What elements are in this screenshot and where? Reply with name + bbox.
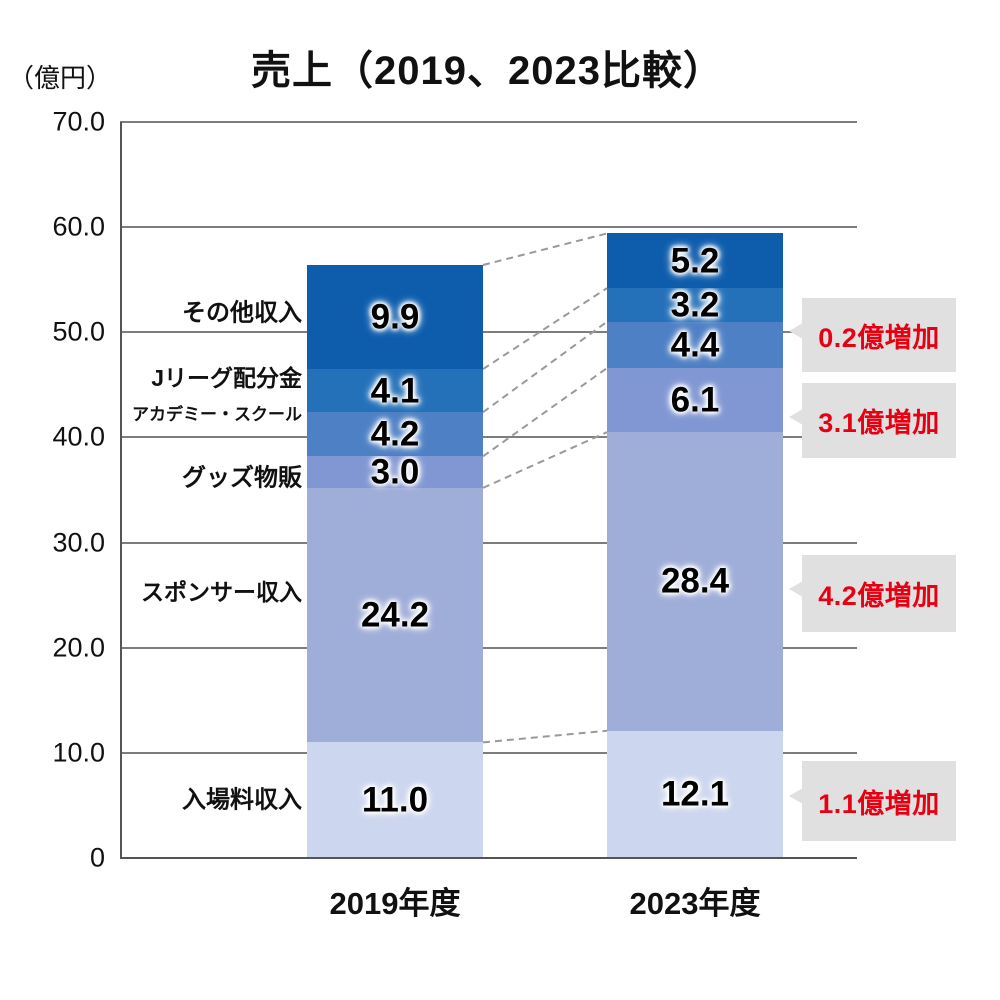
bar-value-label: 5.2 bbox=[670, 241, 720, 281]
annotation-text: 0.2億増加 bbox=[818, 322, 940, 353]
dashed-connector bbox=[482, 729, 608, 744]
gridline bbox=[120, 751, 857, 754]
gridline bbox=[120, 331, 857, 334]
annotation-text: 4.2億増加 bbox=[818, 581, 940, 611]
gridline bbox=[120, 646, 857, 649]
callout-arrow-icon bbox=[789, 323, 803, 339]
bar-value-label: 6.1 bbox=[670, 380, 720, 420]
segment-category-label: 入場料収入 bbox=[182, 786, 302, 814]
dashed-connector bbox=[482, 431, 608, 489]
bar-value-label: 3.2 bbox=[670, 285, 720, 325]
y-axis-tick-label: 70.0 bbox=[52, 106, 105, 137]
bar-value-label: 24.2 bbox=[360, 595, 430, 635]
dashed-connector bbox=[482, 287, 608, 370]
callout-arrow-icon bbox=[789, 581, 803, 597]
chart-title: 売上（2019、2023比較） bbox=[251, 49, 724, 93]
bar-value-label: 9.9 bbox=[370, 297, 420, 337]
bar-segment bbox=[607, 321, 783, 369]
bar-segment bbox=[307, 264, 483, 370]
bar-value-label: 4.4 bbox=[670, 325, 720, 365]
segment-category-label: その他収入 bbox=[182, 299, 302, 327]
dashed-connector bbox=[482, 320, 608, 414]
y-axis-tick-label: 60.0 bbox=[52, 211, 105, 242]
y-axis-tick-label: 20.0 bbox=[52, 632, 105, 663]
gridline bbox=[120, 226, 857, 229]
callout-arrow-icon bbox=[789, 788, 803, 804]
bar-segment bbox=[607, 368, 783, 433]
annotation-callout: 4.2億増加 bbox=[789, 555, 956, 632]
x-axis-category-label: 2019年度 bbox=[329, 886, 461, 921]
gridline bbox=[120, 121, 857, 123]
segment-category-label: グッズ物販 bbox=[182, 464, 302, 492]
annotation-callout: 1.1億増加 bbox=[789, 761, 956, 841]
bar-segment bbox=[607, 288, 783, 322]
bar-segment bbox=[307, 487, 483, 743]
bar-value-label: 3.0 bbox=[370, 452, 420, 492]
annotation-callout: 3.1億増加 bbox=[789, 383, 956, 458]
annotation-callout: 0.2億増加 bbox=[789, 298, 956, 372]
bar-segment bbox=[607, 432, 783, 731]
bar-value-label: 4.2 bbox=[370, 414, 420, 454]
segment-category-label: Jリーグ配分金 bbox=[151, 364, 302, 391]
dashed-connector bbox=[482, 232, 608, 266]
x-axis bbox=[120, 857, 857, 859]
bar-value-label: 4.1 bbox=[370, 371, 420, 411]
y-axis-tick-label: 0 bbox=[89, 842, 105, 873]
bar-value-label: 28.4 bbox=[660, 561, 730, 601]
annotation-text: 3.1億増加 bbox=[818, 408, 940, 438]
y-axis-unit-label: （億円） bbox=[8, 63, 113, 93]
y-axis bbox=[120, 122, 122, 858]
bar-segment bbox=[307, 456, 483, 488]
annotation-text: 1.1億増加 bbox=[818, 788, 940, 819]
segment-category-label: スポンサー収入 bbox=[141, 578, 302, 605]
x-axis-category-label: 2023年度 bbox=[629, 886, 761, 921]
bar-value-label: 12.1 bbox=[660, 774, 730, 814]
bar-value-label: 11.0 bbox=[361, 780, 429, 820]
bar-segment bbox=[307, 369, 483, 413]
y-axis-tick-label: 50.0 bbox=[52, 316, 105, 347]
bar-segment bbox=[607, 730, 783, 858]
y-axis-tick-label: 10.0 bbox=[52, 737, 105, 768]
bar-segment bbox=[307, 412, 483, 457]
gridline bbox=[120, 541, 857, 544]
gridline bbox=[120, 436, 857, 439]
callout-arrow-icon bbox=[789, 409, 803, 425]
segment-category-label: アカデミー・スクール bbox=[132, 405, 302, 425]
y-axis-tick-label: 30.0 bbox=[52, 527, 105, 558]
bar-segment bbox=[607, 233, 783, 289]
y-axis-tick-label: 40.0 bbox=[52, 421, 105, 452]
dashed-connector bbox=[482, 367, 608, 458]
bar-segment bbox=[307, 742, 483, 858]
